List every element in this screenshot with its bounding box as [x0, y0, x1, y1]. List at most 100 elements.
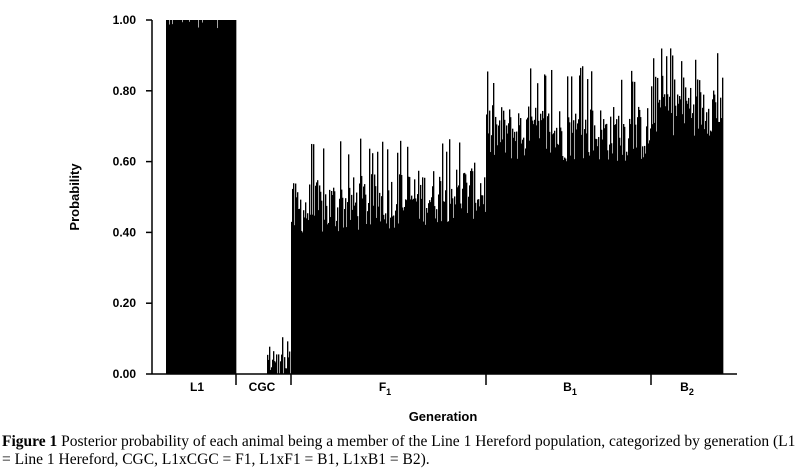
bar-f1: [347, 202, 349, 374]
bar-f1: [401, 175, 403, 374]
bar-l1: [215, 20, 217, 374]
bar-b1: [617, 160, 619, 374]
bar-b1: [576, 129, 578, 374]
bar-cgc: [284, 357, 286, 374]
bar-b1: [538, 120, 540, 374]
bar-f1: [327, 224, 329, 374]
x-group-label-subscript: 1: [386, 387, 391, 397]
bar-f1: [352, 209, 354, 374]
bar-b1: [565, 158, 567, 374]
bar-b2: [677, 94, 679, 374]
bar-f1: [450, 203, 452, 374]
bar-f1: [444, 201, 446, 374]
bar-l1: [192, 20, 194, 374]
bar-b2: [700, 92, 702, 375]
bar-f1: [369, 148, 371, 374]
bar-b1: [632, 81, 634, 375]
bar-b1: [582, 66, 584, 374]
bar-f1: [319, 185, 321, 374]
bar-b1: [486, 114, 488, 374]
bar-l1: [217, 28, 219, 375]
bar-cgc: [282, 337, 284, 374]
bar-f1: [456, 169, 458, 374]
bar-f1: [434, 206, 436, 374]
bar-f1: [394, 227, 396, 374]
bar-b1: [559, 111, 561, 374]
bar-f1: [307, 213, 309, 374]
bar-b1: [546, 148, 548, 374]
bar-f1: [298, 209, 300, 374]
bar-f1: [345, 198, 347, 374]
bar-f1: [476, 210, 478, 374]
bar-f1: [414, 179, 416, 374]
bar-l1: [205, 20, 207, 374]
bar-b1: [633, 148, 635, 374]
bar-f1: [293, 183, 295, 374]
bar-b1: [603, 119, 605, 374]
bar-l1: [184, 20, 186, 374]
bar-f1: [332, 195, 334, 374]
bar-b1: [635, 124, 637, 374]
bar-l1: [227, 20, 229, 374]
bar-l1: [177, 20, 179, 374]
bar-f1: [358, 229, 360, 374]
bar-f1: [424, 177, 426, 374]
bar-f1: [355, 202, 357, 374]
bar-b1: [508, 123, 510, 375]
bar-cgc: [289, 351, 291, 374]
bar-b1: [575, 113, 577, 374]
bar-f1: [453, 217, 455, 374]
bar-b1: [621, 79, 623, 374]
bar-b1: [504, 119, 506, 374]
bar-b1: [577, 123, 579, 374]
bar-b1: [634, 81, 636, 374]
bar-b1: [622, 154, 624, 374]
bar-b1: [527, 117, 529, 375]
bar-f1: [329, 189, 331, 374]
bar-f1: [455, 204, 457, 374]
bar-b1: [516, 131, 518, 374]
bar-b1: [523, 137, 525, 374]
bar-b1: [556, 127, 558, 374]
bar-l1: [185, 20, 187, 374]
bar-l1: [170, 20, 172, 374]
y-tick-label: 0.40: [113, 225, 137, 239]
bar-b2: [684, 123, 686, 375]
bar-f1: [390, 217, 392, 374]
bar-l1: [201, 20, 203, 374]
bar-f1: [301, 230, 303, 374]
bar-f1: [435, 218, 437, 374]
bar-l1: [182, 22, 184, 375]
y-tick-label: 1.00: [113, 13, 137, 27]
bar-f1: [363, 186, 365, 374]
bar-l1: [204, 20, 206, 374]
bar-l1: [168, 20, 170, 374]
bar-b1: [599, 159, 601, 374]
caption-label: Figure 1: [2, 433, 58, 450]
bar-f1: [340, 141, 342, 374]
bar-b1: [531, 116, 533, 374]
bar-b2: [704, 129, 706, 374]
bar-l1: [207, 20, 209, 374]
bar-b2: [683, 77, 685, 374]
bar-f1: [437, 222, 439, 374]
bar-f1: [295, 183, 297, 374]
bar-l1: [212, 20, 214, 374]
bar-f1: [479, 206, 481, 374]
bar-b1: [490, 152, 492, 374]
x-group-label-subscript: 1: [572, 387, 577, 397]
bar-b1: [537, 83, 539, 375]
bar-b2: [653, 58, 655, 374]
bar-b1: [513, 137, 515, 374]
bar-f1: [357, 216, 359, 374]
bar-b1: [528, 106, 530, 375]
bar-b1: [552, 134, 554, 374]
bar-f1: [478, 199, 480, 374]
bar-b1: [639, 109, 641, 374]
bar-l1: [223, 20, 225, 374]
bar-b1: [499, 120, 501, 374]
bar-b2: [695, 59, 697, 375]
bar-f1: [448, 221, 450, 374]
bar-b1: [568, 117, 570, 374]
caption-text: Posterior probability of each animal bei…: [2, 433, 796, 468]
